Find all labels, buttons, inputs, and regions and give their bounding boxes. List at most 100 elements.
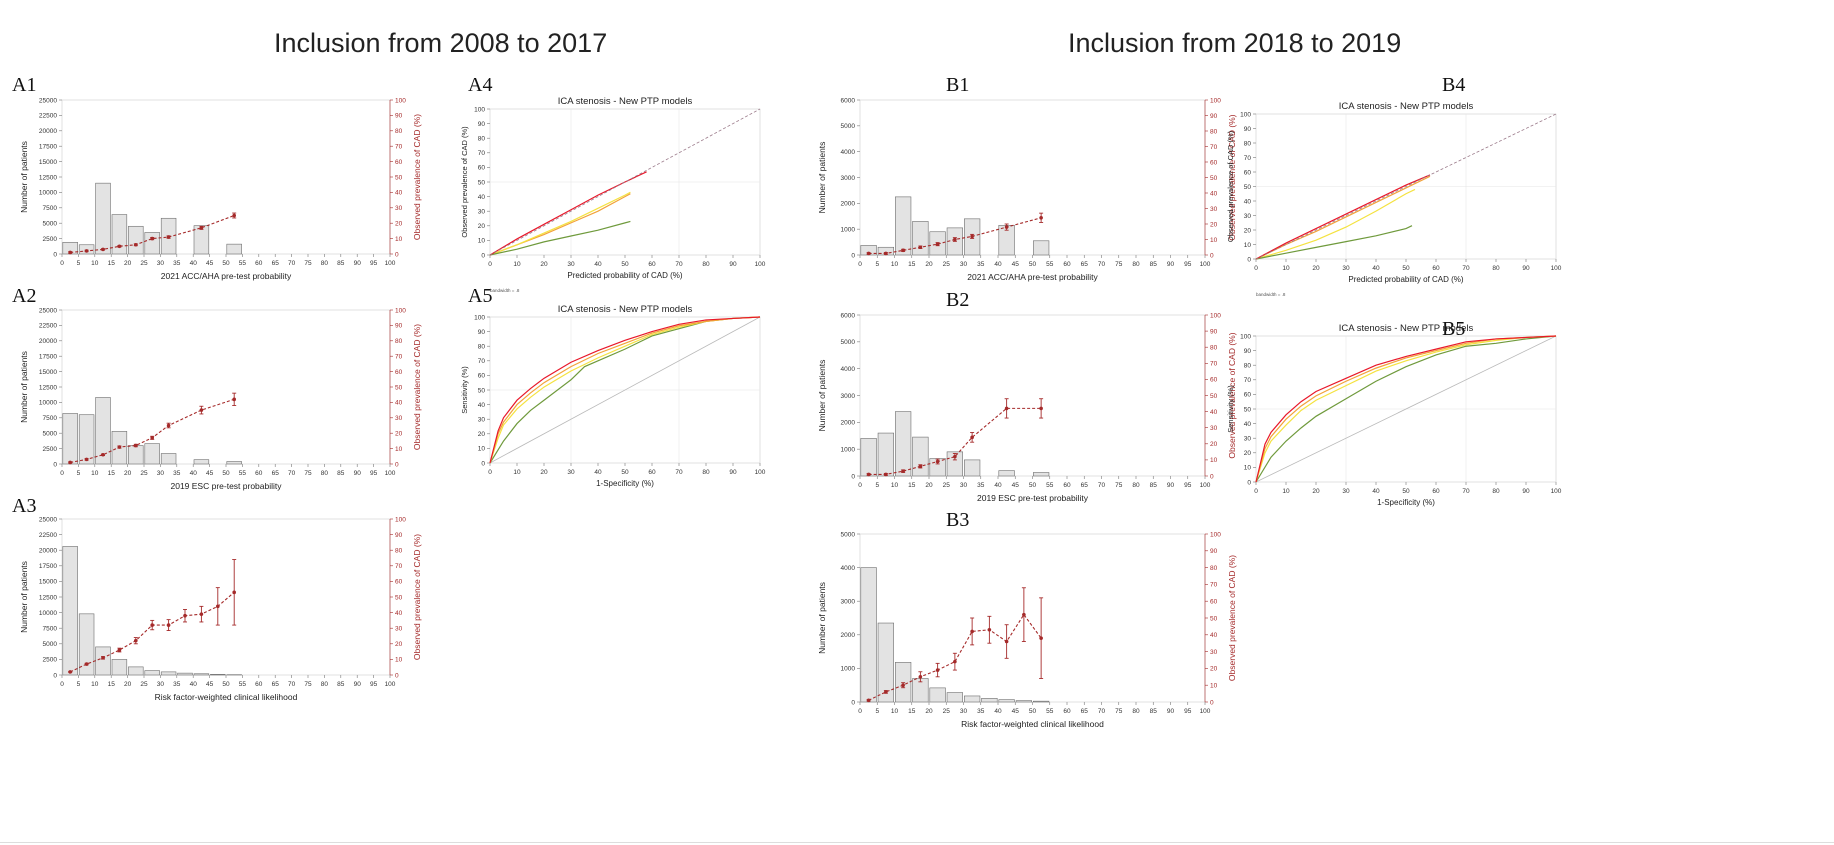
x-tick-label: 100 <box>1551 488 1562 495</box>
y-tick-label: 4000 <box>841 366 856 373</box>
y-tick-label: 20000 <box>39 338 57 345</box>
chart-b4: 0 10 20 30 40 50 60 70 80 90 100 0 10 20 30 40 50 60 70 80 9… <box>1226 101 1562 297</box>
series-line-red <box>1255 174 1431 260</box>
x-tick-label: 50 <box>621 469 629 476</box>
x-tick-label: 40 <box>994 708 1002 715</box>
x-tick-label: 95 <box>1184 261 1192 268</box>
bar <box>998 699 1015 703</box>
prevalence-point <box>183 613 187 618</box>
y-axis-label: Number of patients <box>19 561 29 633</box>
y-tick-label: 70 <box>1244 155 1252 162</box>
prevalence-point <box>901 683 905 687</box>
y-axis-label: Observed prevalence of CAD (%) <box>460 126 469 238</box>
plot-frame <box>859 533 1206 703</box>
bar <box>128 666 144 676</box>
y-tick-label: 1000 <box>841 446 856 453</box>
x-tick-label: 80 <box>702 469 710 476</box>
prevalence-point <box>1004 406 1009 411</box>
x-tick-label: 85 <box>337 260 345 267</box>
x-tick-label: 20 <box>540 261 548 268</box>
y-tick-label: 0 <box>53 672 57 679</box>
x-tick-label: 70 <box>1462 488 1470 495</box>
y-tick-label: 6000 <box>841 97 856 104</box>
bar <box>981 698 998 703</box>
x-tick-label: 80 <box>1492 488 1500 495</box>
series-line-diagonal <box>1255 335 1557 483</box>
y2-tick-label: 0 <box>1210 252 1214 259</box>
bar <box>895 662 912 703</box>
plot-frame <box>61 99 391 255</box>
x-tick-label: 90 <box>1167 261 1175 268</box>
y2-tick-label: 30 <box>1210 206 1218 213</box>
series-line-green <box>489 220 631 256</box>
y2-axis-label: Observed prevalence of CAD (%) <box>1227 114 1237 240</box>
prevalence-point <box>1022 612 1026 617</box>
x-tick-label: 75 <box>1115 482 1123 489</box>
y2-tick-label: 40 <box>1210 632 1218 639</box>
y-axis-label: Number of patients <box>817 582 827 654</box>
x-tick-label: 80 <box>321 681 329 688</box>
y-axis-label: Observed prevalence of CAD (%) <box>1226 130 1235 242</box>
prevalence-line <box>70 398 235 464</box>
prevalence-point <box>866 472 871 477</box>
chart-a1: 0250050007500100001250015000175002000022… <box>19 97 422 281</box>
y2-tick-label: 100 <box>395 516 406 523</box>
x-tick-label: 40 <box>594 469 602 476</box>
x-tick-label: 40 <box>594 261 602 268</box>
chart-title: ICA stenosis - New PTP models <box>558 304 693 315</box>
prevalence-point <box>1004 225 1009 229</box>
y2-tick-label: 30 <box>395 415 403 422</box>
x-tick-label: 80 <box>1132 482 1140 489</box>
x-tick-label: 90 <box>1522 488 1530 495</box>
prevalence-point <box>970 435 974 440</box>
bar <box>62 546 78 676</box>
y2-tick-label: 100 <box>1210 312 1221 319</box>
y-tick-label: 15000 <box>39 159 57 166</box>
y-tick-label: 80 <box>1244 140 1252 147</box>
y-tick-label: 100 <box>474 106 485 113</box>
y-tick-label: 30 <box>1244 213 1252 220</box>
x-tick-label: 90 <box>1167 708 1175 715</box>
x-tick-label: 0 <box>1254 265 1258 272</box>
y-tick-label: 2500 <box>43 446 58 453</box>
bar <box>193 673 210 676</box>
prevalence-point <box>232 213 236 218</box>
panel-label-a1: A1 <box>12 74 37 96</box>
y-tick-label: 80 <box>478 136 486 143</box>
x-tick-label: 15 <box>908 261 916 268</box>
x-tick-label: 80 <box>1132 708 1140 715</box>
x-tick-label: 50 <box>222 681 230 688</box>
x-tick-label: 85 <box>1150 708 1158 715</box>
x-tick-label: 35 <box>977 708 985 715</box>
chart-a2: 0250050007500100001250015000175002000022… <box>19 307 422 491</box>
y2-tick-label: 70 <box>395 563 403 570</box>
y-axis-label: Number of patients <box>817 142 827 214</box>
bar <box>1033 240 1050 256</box>
y2-tick-label: 90 <box>1210 548 1218 555</box>
x-tick-label: 25 <box>140 681 148 688</box>
x-tick-label: 60 <box>255 681 263 688</box>
x-tick-label: 10 <box>1282 488 1290 495</box>
y2-tick-label: 50 <box>395 594 403 601</box>
chart-b2: 0100020003000400050006000010203040506070… <box>817 312 1237 503</box>
prevalence-point <box>1039 406 1043 411</box>
x-tick-label: 100 <box>1200 708 1211 715</box>
y-tick-label: 70 <box>1244 377 1252 384</box>
y2-tick-label: 40 <box>395 190 403 197</box>
y2-tick-label: 100 <box>395 307 406 314</box>
y2-tick-label: 10 <box>395 236 403 243</box>
prevalence-line <box>868 613 1042 701</box>
y-axis-label: Sensitivity (%) <box>1226 385 1235 433</box>
x-tick-label: 75 <box>1115 708 1123 715</box>
x-tick-label: 50 <box>222 260 230 267</box>
prevalence-point <box>1039 636 1043 640</box>
x-tick-label: 0 <box>60 470 64 477</box>
y-tick-label: 60 <box>1244 392 1252 399</box>
y2-tick-label: 70 <box>1210 582 1218 589</box>
y-axis-label: Number of patients <box>19 351 29 423</box>
y-tick-label: 50 <box>478 179 486 186</box>
x-tick-label: 85 <box>1150 261 1158 268</box>
y-tick-label: 2000 <box>841 420 856 427</box>
x-tick-label: 25 <box>140 470 148 477</box>
x-tick-label: 65 <box>1081 708 1089 715</box>
